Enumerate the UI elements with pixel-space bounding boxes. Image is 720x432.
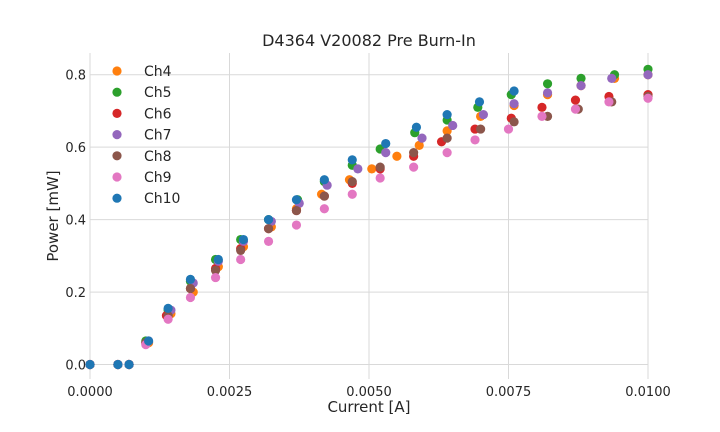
data-point: [442, 148, 452, 158]
x-tick-label: 0.0000: [67, 385, 113, 400]
data-point: [509, 86, 519, 96]
legend-marker: [112, 87, 122, 97]
legend: Ch4 Ch5 Ch6 Ch7 Ch8 Ch9 Ch10: [112, 64, 180, 207]
data-point: [347, 155, 357, 165]
data-point: [381, 148, 391, 158]
data-point: [236, 254, 246, 265]
y-tick-label: 0.0: [65, 359, 86, 374]
legend-label: Ch7: [144, 128, 172, 144]
data-point: [570, 104, 581, 114]
data-point: [474, 97, 485, 107]
data-point: [570, 95, 581, 105]
data-point: [347, 176, 357, 187]
data-point: [643, 93, 653, 103]
data-point: [537, 111, 547, 121]
legend-label: Ch8: [144, 149, 172, 165]
data-point: [604, 97, 614, 107]
data-point: [319, 175, 329, 185]
data-point: [643, 70, 653, 80]
data-point: [124, 359, 134, 370]
data-point: [319, 204, 329, 214]
data-point: [185, 292, 196, 303]
legend-label: Ch9: [144, 170, 172, 186]
data-point: [143, 336, 154, 346]
data-point: [442, 109, 452, 120]
legend-label: Ch5: [144, 85, 172, 101]
x-tick-label: 0.0050: [346, 385, 392, 400]
y-tick-label: 0.2: [65, 286, 86, 301]
data-point: [263, 224, 274, 234]
data-point: [576, 73, 586, 83]
data-point: [607, 73, 617, 83]
data-point: [476, 124, 486, 134]
data-point: [542, 79, 553, 89]
chart-title: D4364 V20082 Pre Burn-In: [262, 31, 476, 50]
data-point: [185, 274, 196, 284]
y-tick-labels: 0.0 0.2 0.4 0.6 0.8: [65, 69, 86, 374]
data-point: [347, 189, 357, 199]
data-point: [375, 173, 385, 183]
legend-label: Ch6: [144, 106, 172, 122]
legend-marker: [112, 151, 122, 161]
data-point: [448, 120, 458, 131]
data-point: [291, 220, 302, 230]
y-tick-label: 0.8: [65, 69, 86, 84]
legend-marker: [112, 130, 122, 140]
y-tick-label: 0.6: [65, 141, 86, 156]
legend-marker: [112, 66, 122, 76]
x-tick-label: 0.0025: [207, 385, 253, 400]
legend-label: Ch4: [144, 64, 172, 80]
data-point: [367, 164, 377, 174]
data-point: [291, 195, 302, 205]
data-point: [392, 151, 402, 161]
series-ch9: [85, 93, 653, 370]
data-point: [509, 99, 519, 109]
data-point: [381, 138, 391, 149]
data-point: [409, 148, 419, 158]
data-point: [353, 164, 363, 174]
data-point: [85, 359, 95, 370]
data-point: [213, 254, 223, 265]
data-point: [238, 234, 249, 245]
series-ch10: [85, 86, 519, 370]
data-point: [375, 162, 385, 172]
data-point: [236, 245, 246, 256]
grid-lines: [89, 53, 649, 379]
data-point: [163, 303, 173, 313]
data-points: [85, 64, 653, 370]
data-point: [576, 81, 586, 91]
data-point: [210, 272, 221, 283]
data-point: [478, 109, 488, 120]
legend-label: Ch10: [144, 191, 180, 207]
data-point: [537, 102, 547, 112]
data-point: [263, 236, 274, 246]
data-point: [210, 265, 221, 275]
data-point: [263, 215, 274, 225]
y-tick-label: 0.4: [65, 214, 86, 229]
data-point: [509, 117, 519, 127]
data-point: [411, 122, 422, 132]
data-point: [442, 133, 452, 143]
data-point: [414, 140, 424, 150]
data-point: [185, 283, 196, 294]
legend-marker: [112, 193, 122, 203]
x-tick-label: 0.0100: [625, 385, 671, 400]
x-tick-labels: 0.0000 0.0025 0.0050 0.0075 0.0100: [67, 385, 671, 400]
data-point: [417, 133, 427, 143]
data-point: [409, 162, 419, 172]
legend-marker: [112, 172, 122, 182]
legend-marker: [112, 108, 122, 118]
data-point: [503, 124, 514, 134]
y-axis-label: Power [mW]: [44, 170, 62, 261]
data-point: [470, 135, 480, 145]
data-point: [319, 191, 329, 201]
data-point: [163, 314, 173, 324]
data-point: [542, 88, 553, 98]
data-point: [113, 359, 123, 370]
x-axis-label: Current [A]: [327, 398, 410, 416]
data-point: [291, 205, 302, 216]
x-tick-label: 0.0075: [486, 385, 532, 400]
